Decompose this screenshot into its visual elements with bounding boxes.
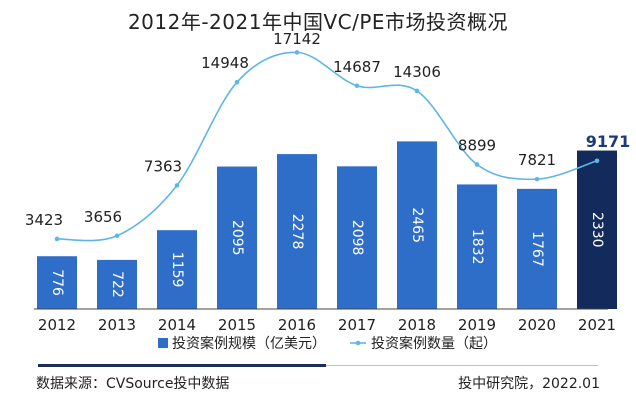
count-point-2015 — [234, 79, 240, 85]
x-tick-label: 2020 — [518, 316, 556, 334]
bar-2018 — [397, 141, 437, 309]
count-value-label: 14948 — [201, 54, 249, 72]
bar-2020 — [517, 188, 557, 309]
count-point-2012 — [54, 236, 60, 242]
chart: 776 722 1159 2095 2278 2098 2465 1832 1767 2330 34… — [25, 30, 630, 352]
bar-2014 — [157, 230, 197, 309]
bar-value-label: 776 — [49, 269, 65, 296]
bar-2015 — [217, 166, 257, 309]
footer-credit: 投中研究院，2022.01 — [458, 376, 600, 392]
labels-layer: 776 722 1159 2095 2278 2098 2465 1832 1767 2330 34… — [25, 30, 630, 298]
bar-value-label: 1767 — [529, 231, 545, 267]
count-value-label: 7363 — [144, 157, 182, 175]
footer-source: 数据来源：CVSource投中数据 — [36, 376, 230, 392]
bar-value-label: 2095 — [229, 220, 245, 256]
count-value-label: 3656 — [84, 208, 122, 226]
x-tick-label: 2019 — [458, 316, 496, 334]
count-point-2017 — [354, 83, 360, 89]
legend-line-label: 投资案例数量（起） — [371, 335, 497, 352]
bar-2013 — [97, 259, 137, 309]
count-point-2018 — [414, 88, 420, 94]
count-value-label: 17142 — [273, 30, 321, 48]
chart-title: 2012年-2021年中国VC/PE市场投资概况 — [127, 10, 509, 34]
legend-line-marker — [355, 340, 361, 346]
x-tick-label: 2013 — [98, 316, 136, 334]
count-point-2019 — [474, 162, 480, 167]
count-point-2020 — [534, 176, 540, 182]
bar-2012 — [37, 256, 77, 309]
x-tick-label: 2018 — [398, 316, 436, 334]
bar-value-label: 2278 — [289, 214, 305, 250]
x-tick-label: 2012 — [38, 316, 76, 334]
x-tick-label: 2016 — [278, 316, 316, 334]
count-series-line — [56, 51, 598, 242]
count-value-label: 14687 — [333, 58, 381, 76]
bar-2016 — [277, 154, 317, 309]
bar-2019 — [457, 184, 497, 309]
count-point-2016 — [294, 50, 300, 55]
bar-value-label: 2465 — [409, 207, 425, 243]
count-value-label: 8899 — [458, 136, 496, 154]
x-tick-label: 2015 — [218, 316, 256, 334]
bar-value-label: 722 — [109, 271, 125, 298]
bar-value-label: 1159 — [169, 252, 185, 288]
bar-value-label: 2098 — [349, 220, 365, 256]
footer-divider-dark — [38, 364, 326, 367]
legend: 投资案例规模（亿美元） 投资案例数量（起） — [158, 335, 497, 352]
legend-bar-swatch — [158, 338, 168, 348]
count-value-label: 14306 — [393, 63, 441, 81]
count-value-label: 9171 — [586, 132, 631, 151]
bar-value-label: 1832 — [469, 229, 485, 265]
x-tick-label: 2014 — [158, 316, 196, 334]
x-tick-label: 2021 — [578, 316, 616, 334]
count-point-2014 — [174, 183, 180, 188]
footer-divider-light — [326, 365, 598, 366]
bar-2017 — [337, 166, 377, 309]
count-point-2021 — [594, 158, 600, 164]
bar-2021 — [577, 150, 617, 309]
bar-value-label: 2330 — [589, 212, 605, 248]
bars-layer — [37, 141, 617, 309]
count-point-2013 — [114, 233, 120, 239]
x-tick-labels: 2012 2013 2014 2015 2016 2017 2018 2019 2020 2021 — [38, 316, 616, 334]
count-value-label: 3423 — [25, 211, 63, 229]
x-tick-label: 2017 — [338, 316, 376, 334]
line-layer — [54, 50, 600, 242]
count-value-label: 7821 — [518, 151, 556, 169]
legend-bar-label: 投资案例规模（亿美元） — [172, 335, 326, 352]
